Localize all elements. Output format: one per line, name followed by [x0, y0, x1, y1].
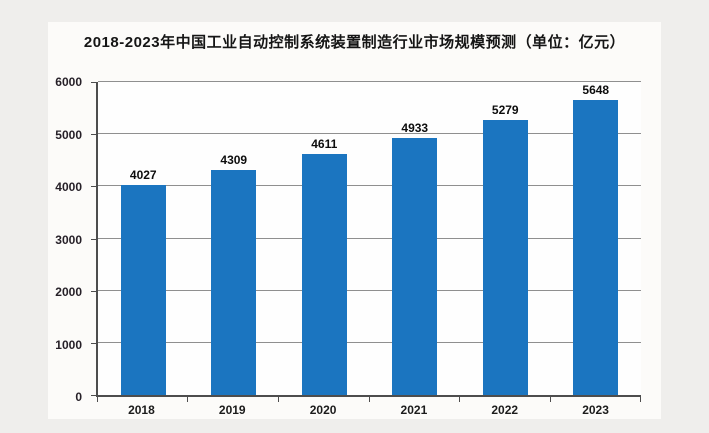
bar-column-2023: 5648 [551, 82, 642, 395]
y-tick-mark-3000 [91, 238, 96, 240]
x-tick-mark-0 [97, 397, 98, 402]
y-tick-label-5000: 5000 [55, 127, 82, 142]
bar-value-label-2022: 5279 [491, 102, 519, 117]
x-tick-label-2021: 2021 [400, 403, 428, 417]
y-tick-mark-6000 [91, 82, 96, 83]
bar-2022 [482, 119, 528, 395]
bar-column-2021: 4933 [370, 82, 461, 395]
x-tick-label-2020: 2020 [309, 403, 337, 417]
y-tick-label-6000: 6000 [55, 75, 82, 89]
y-tick-mark-5000 [91, 134, 96, 136]
x-tick-mark-2 [277, 397, 279, 402]
bar-value-label-2019: 4309 [220, 153, 248, 168]
bar-value-label-2018: 4027 [129, 167, 157, 182]
x-tick-label-2019: 2019 [218, 403, 246, 417]
bar-column-2022: 5279 [460, 82, 551, 395]
bar-column-2019: 4309 [189, 82, 280, 395]
y-tick-label-0: 0 [75, 390, 82, 404]
bar-column-2018: 4027 [98, 82, 189, 395]
x-tick-mark-5 [549, 397, 551, 402]
y-tick-label-1000: 1000 [55, 337, 82, 352]
gridline-3000 [98, 237, 641, 239]
x-tick-mark-3 [368, 397, 370, 402]
y-tick-mark-2000 [91, 290, 96, 292]
bar-value-label-2020: 4611 [311, 137, 338, 152]
y-tick-label-4000: 4000 [55, 180, 82, 194]
y-tick-label-2000: 2000 [55, 285, 82, 299]
bar-2019 [211, 170, 257, 395]
bar-2018 [120, 184, 166, 395]
x-axis: 2018 2019 2020 2021 2022 2023 [96, 403, 641, 419]
y-axis: 0 1000 2000 3000 4000 5000 6000 [48, 75, 90, 404]
y-tick-mark-1000 [91, 342, 96, 344]
x-tick-label-2018: 2018 [128, 403, 155, 417]
x-tick-label-2022: 2022 [491, 403, 519, 417]
gridline-1000 [98, 341, 641, 343]
bar-2020 [301, 154, 347, 395]
x-tick-mark-1 [187, 397, 189, 402]
bar-value-label-2021: 4933 [401, 120, 429, 135]
y-tick-mark-0 [91, 395, 96, 396]
gridline-2000 [98, 289, 641, 291]
bar-value-label-2023: 5648 [582, 83, 610, 98]
gridline-4000 [98, 185, 641, 187]
chart-title: 2018-2023年中国工业自动控制系统装置制造行业市场规模预测（单位：亿元） [83, 34, 626, 51]
chart-panel: 2018-2023年中国工业自动控制系统装置制造行业市场规模预测（单位：亿元） … [48, 22, 661, 419]
bar-column-2020: 4611 [279, 82, 370, 395]
plot-area: 4027 4309 4611 4933 5279 5648 [91, 81, 641, 402]
gridline-6000 [98, 81, 641, 82]
gridline-5000 [98, 133, 641, 135]
y-tick-mark-4000 [91, 186, 96, 188]
x-tick-mark-6 [640, 397, 641, 402]
bar-2021 [392, 137, 438, 395]
bar-series: 4027 4309 4611 4933 5279 5648 [98, 82, 641, 395]
y-tick-label-3000: 3000 [55, 232, 82, 247]
x-tick-mark-4 [458, 397, 460, 402]
bar-2023 [573, 100, 619, 395]
x-tick-label-2023: 2023 [582, 403, 609, 417]
